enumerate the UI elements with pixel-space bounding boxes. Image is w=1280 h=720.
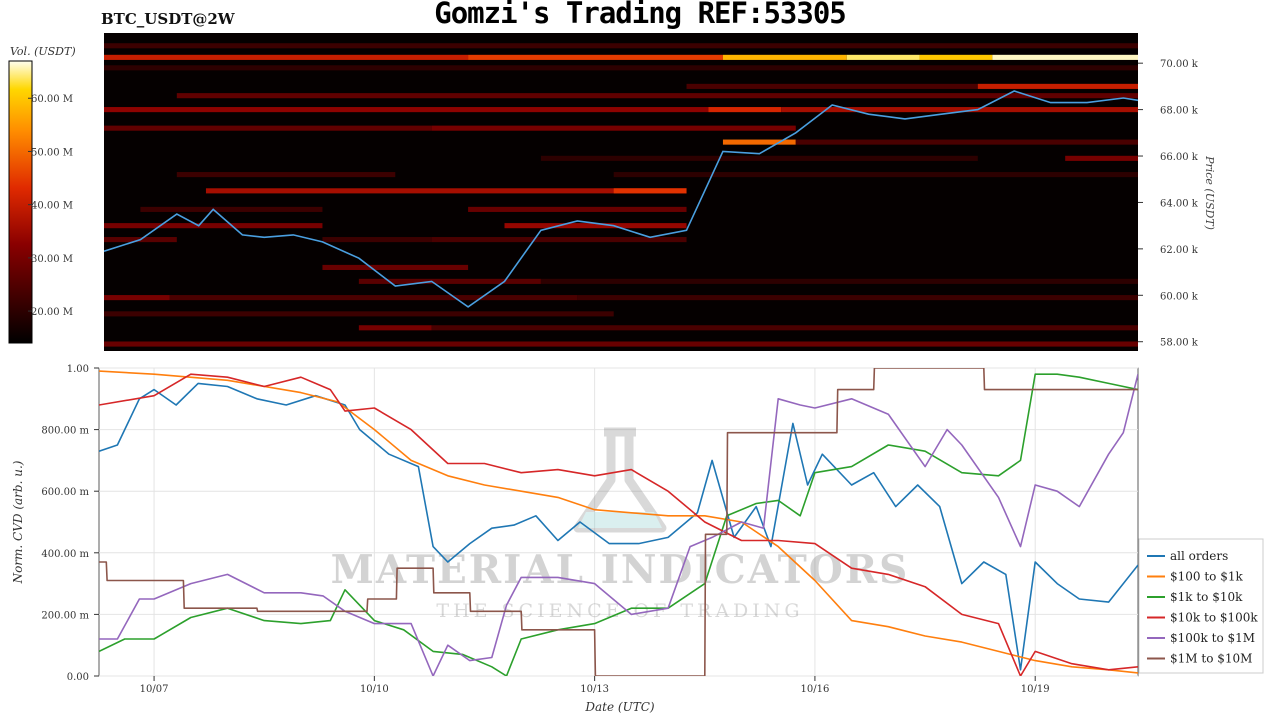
legend-box bbox=[1138, 538, 1264, 674]
legend-label: $100k to $1M bbox=[1170, 631, 1255, 645]
heatmap-cell bbox=[104, 223, 323, 229]
x-tick-label: 10/16 bbox=[801, 684, 830, 695]
colorbar-label: Vol. (USDT) bbox=[10, 45, 76, 58]
price-tick-label: 58.00 k bbox=[1160, 338, 1199, 349]
series-line bbox=[99, 374, 1138, 676]
heatmap-cell bbox=[104, 125, 432, 131]
series-line bbox=[99, 382, 1138, 671]
heatmap-cell bbox=[686, 83, 978, 89]
heatmap-cell bbox=[1065, 155, 1138, 161]
y-tick-label: 1.00 bbox=[67, 364, 89, 375]
heatmap-cell bbox=[176, 172, 396, 178]
colorbar bbox=[8, 60, 33, 344]
y-tick-label: 200.00 m bbox=[41, 610, 89, 621]
heatmap-cell bbox=[431, 125, 796, 131]
legend: all orders $100 to $1k $1k to $10k $10k to … bbox=[1138, 538, 1264, 674]
heatmap-cell bbox=[468, 54, 723, 60]
watermark: MATERIAL INDICATORS THE SCIENCE OF TRADI… bbox=[331, 427, 910, 622]
price-tick-label: 60.00 k bbox=[1160, 291, 1199, 302]
heatmap-cell bbox=[781, 107, 1138, 113]
heatmap-cell bbox=[176, 93, 1138, 99]
series-line bbox=[99, 373, 1138, 676]
heatmap-cell bbox=[540, 155, 978, 161]
heatmap-cell bbox=[358, 325, 432, 331]
flask-icon bbox=[573, 427, 667, 533]
series-line bbox=[99, 368, 1138, 676]
heatmap-cell bbox=[504, 223, 687, 229]
heatmap-cell bbox=[795, 139, 1138, 145]
legend-label: $100 to $1k bbox=[1170, 570, 1243, 584]
heatmap-cell bbox=[205, 188, 687, 194]
legend-label: $10k to $100k bbox=[1170, 611, 1258, 625]
chart-title: Gomzi's Trading REF:53305 bbox=[434, 0, 847, 30]
heatmap-cell bbox=[613, 172, 1138, 178]
heatmap-cell bbox=[322, 237, 432, 243]
y-tick-label: 400.00 m bbox=[41, 549, 89, 560]
y-axis-label: Norm. CVD (arb. u.) bbox=[11, 460, 25, 584]
heatmap-cell bbox=[104, 295, 170, 301]
colorbar-tick-label: 60.00 M bbox=[31, 94, 73, 105]
price-tick-label: 66.00 k bbox=[1160, 152, 1199, 163]
x-tick-label: 10/10 bbox=[360, 684, 389, 695]
heatmap-cell bbox=[104, 107, 709, 113]
heatmap-cell bbox=[722, 139, 796, 145]
y-tick-label: 600.00 m bbox=[41, 487, 89, 498]
colorbar-tick-label: 40.00 M bbox=[31, 201, 73, 212]
heatmap-cell bbox=[708, 107, 782, 113]
heatmap-cell bbox=[322, 264, 469, 270]
heatmap-cell bbox=[613, 188, 687, 194]
watermark-title: MATERIAL INDICATORS bbox=[331, 547, 910, 593]
legend-label: all orders bbox=[1170, 549, 1228, 563]
heatmap-cell bbox=[468, 206, 687, 212]
heatmap-cell bbox=[919, 54, 993, 60]
heatmap-cell bbox=[104, 65, 1138, 71]
x-tick-label: 10/13 bbox=[580, 684, 609, 695]
legend-label: $1k to $10k bbox=[1170, 590, 1243, 604]
pair-label: BTC_USDT@2W bbox=[101, 10, 235, 28]
price-tick-label: 62.00 k bbox=[1160, 245, 1199, 256]
heatmap-cell bbox=[992, 54, 1138, 60]
colorbar-tick-label: 30.00 M bbox=[31, 254, 73, 265]
series-line bbox=[99, 373, 1138, 676]
heatmap-cell bbox=[722, 54, 847, 60]
heatmap-cell bbox=[104, 54, 469, 60]
cvd-plot-area bbox=[98, 367, 1139, 677]
heatmap-cell bbox=[431, 325, 1138, 331]
heatmap-cell bbox=[104, 43, 1138, 49]
heatmap-cell bbox=[140, 206, 323, 212]
price-line bbox=[104, 90, 1138, 308]
watermark-subtitle: THE SCIENCE OF TRADING bbox=[436, 600, 803, 622]
heatmap-cell bbox=[977, 83, 1138, 89]
x-tick-label: 10/19 bbox=[1021, 684, 1050, 695]
colorbar-tick-label: 50.00 M bbox=[31, 147, 73, 158]
heatmap-cell bbox=[104, 311, 614, 317]
x-axis-label: Date (UTC) bbox=[584, 700, 654, 714]
heatmap-cell bbox=[104, 341, 1138, 347]
heatmap-cell bbox=[431, 237, 687, 243]
legend-label: $1M to $10M bbox=[1170, 652, 1252, 666]
colorbar-tick-label: 20.00 M bbox=[31, 307, 73, 318]
heatmap-cell bbox=[169, 295, 578, 301]
heatmap-cell bbox=[846, 54, 920, 60]
price-tick-label: 64.00 k bbox=[1160, 198, 1199, 209]
price-tick-label: 68.00 k bbox=[1160, 106, 1199, 117]
heatmap-cell bbox=[540, 278, 1138, 284]
heatmap-cell bbox=[577, 295, 1138, 301]
y-tick-label: 0.00 bbox=[67, 672, 89, 683]
price-axis-label: Price (USDT) bbox=[1203, 155, 1216, 230]
heatmap-cell bbox=[358, 278, 541, 284]
y-tick-label: 800.00 m bbox=[41, 426, 89, 437]
price-tick-label: 70.00 k bbox=[1160, 59, 1199, 70]
x-tick-label: 10/07 bbox=[140, 684, 169, 695]
